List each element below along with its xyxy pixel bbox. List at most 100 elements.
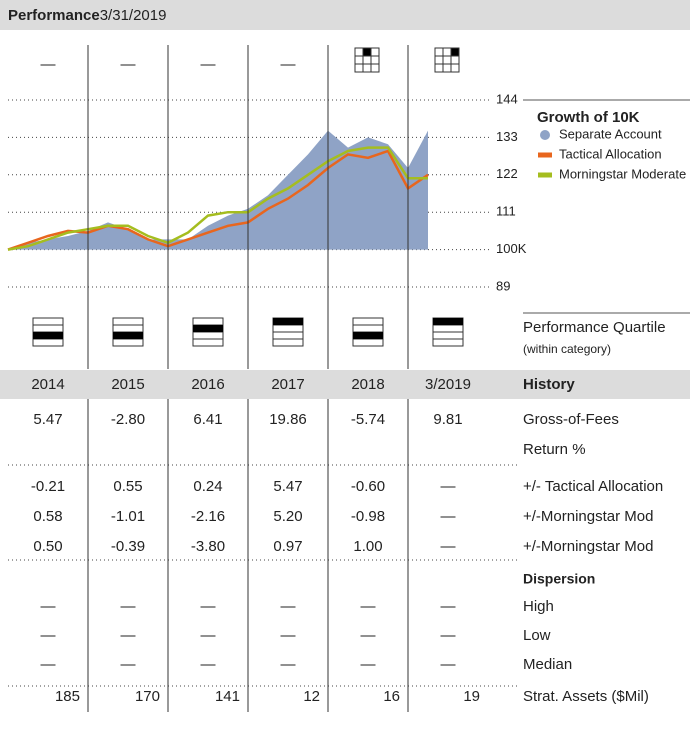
cell: 0.55: [113, 478, 142, 495]
cell: —: [441, 538, 456, 555]
year: 2015: [111, 376, 144, 393]
year: 2016: [191, 376, 224, 393]
cell: —: [441, 656, 456, 673]
legend-marker: [538, 172, 552, 178]
cell: —: [201, 598, 216, 615]
cell: 16: [383, 688, 400, 705]
cell: 0.58: [33, 508, 62, 525]
cell: —: [201, 627, 216, 644]
row-label: Gross-of-Fees: [523, 411, 619, 428]
quartile-mark: [33, 332, 63, 339]
quartile-note: (within category): [523, 342, 611, 356]
y-tick-label: 133: [496, 129, 518, 144]
legend-marker: [540, 130, 550, 140]
cell: -0.21: [31, 478, 65, 495]
cell: —: [121, 598, 136, 615]
cell: 9.81: [433, 411, 462, 428]
cell: -5.74: [351, 411, 385, 428]
cell: 12: [303, 688, 320, 705]
placeholder: —: [281, 56, 296, 73]
row-label: Median: [523, 656, 572, 673]
cell: —: [361, 627, 376, 644]
cell: —: [281, 627, 296, 644]
quartile-mark: [433, 318, 463, 325]
cell: —: [121, 656, 136, 673]
row-label: Strat. Assets ($Mil): [523, 688, 649, 705]
quartile-label: Performance Quartile: [523, 319, 666, 336]
year: 2018: [351, 376, 384, 393]
cell: 185: [55, 688, 80, 705]
y-tick-label: 100K: [496, 241, 527, 256]
cell: 0.50: [33, 538, 62, 555]
legend-label: Morningstar Moderate: [559, 166, 686, 181]
legend-label: Separate Account: [559, 126, 662, 141]
row-label: +/-Morningstar Mod: [523, 538, 653, 555]
cell: 19: [463, 688, 480, 705]
y-tick-label: 122: [496, 166, 518, 181]
cell: —: [41, 656, 56, 673]
header: Performance3/31/2019: [8, 7, 166, 24]
row-label: High: [523, 598, 554, 615]
cell: 0.97: [273, 538, 302, 555]
cell: —: [41, 627, 56, 644]
cell: —: [441, 478, 456, 495]
cell: 0.24: [193, 478, 222, 495]
cell: —: [441, 598, 456, 615]
section-title: Dispersion: [523, 571, 595, 587]
cell: —: [121, 627, 136, 644]
style-box: [434, 47, 460, 73]
cell: 5.47: [273, 478, 302, 495]
cell: —: [441, 627, 456, 644]
cell: 5.20: [273, 508, 302, 525]
cell: —: [281, 656, 296, 673]
area: [8, 130, 428, 250]
cell: -2.80: [111, 411, 145, 428]
cell: -3.80: [191, 538, 225, 555]
legend-marker: [538, 152, 552, 158]
legend-title: Growth of 10K: [537, 109, 640, 126]
y-tick-label: 89: [496, 278, 510, 293]
year: 2014: [31, 376, 64, 393]
placeholder: —: [121, 56, 136, 73]
cell: -0.60: [351, 478, 385, 495]
cell: 6.41: [193, 411, 222, 428]
placeholder: —: [201, 56, 216, 73]
cell: —: [441, 508, 456, 525]
cell: —: [41, 598, 56, 615]
header-date: 3/31/2019: [100, 7, 167, 24]
style-box: [354, 47, 380, 73]
cell: 1.00: [353, 538, 382, 555]
cell: 141: [215, 688, 240, 705]
cell: —: [281, 598, 296, 615]
clip-group: Separate Account Tactical Allocation Morni…: [523, 126, 686, 705]
year: 2017: [271, 376, 304, 393]
cell: -0.98: [351, 508, 385, 525]
history-title: History: [523, 376, 575, 393]
row-label: Low: [523, 627, 551, 644]
cell: —: [361, 656, 376, 673]
quartile-mark: [113, 332, 143, 339]
year: 3/2019: [425, 376, 471, 393]
row-label: Return %: [523, 441, 586, 458]
header-bar: [0, 0, 690, 30]
cell: -2.16: [191, 508, 225, 525]
cell: -0.39: [111, 538, 145, 555]
cell: —: [361, 598, 376, 615]
line: [7, 146, 428, 251]
y-tick-label: 144: [496, 91, 518, 106]
cell: 5.47: [33, 411, 62, 428]
y-tick-label: 111: [496, 204, 516, 219]
quartile-mark: [353, 332, 383, 339]
row-label: +/-Morningstar Mod: [523, 508, 653, 525]
quartile-mark: [193, 325, 223, 332]
legend-label: Tactical Allocation: [559, 146, 662, 161]
header-title: Performance: [8, 7, 100, 24]
row-label: +/- Tactical Allocation: [523, 478, 663, 495]
cell: 19.86: [269, 411, 307, 428]
cell: 170: [135, 688, 160, 705]
history-header-bar: [0, 370, 690, 399]
cell: —: [201, 656, 216, 673]
placeholder: —: [41, 56, 56, 73]
quartile-mark: [273, 318, 303, 325]
